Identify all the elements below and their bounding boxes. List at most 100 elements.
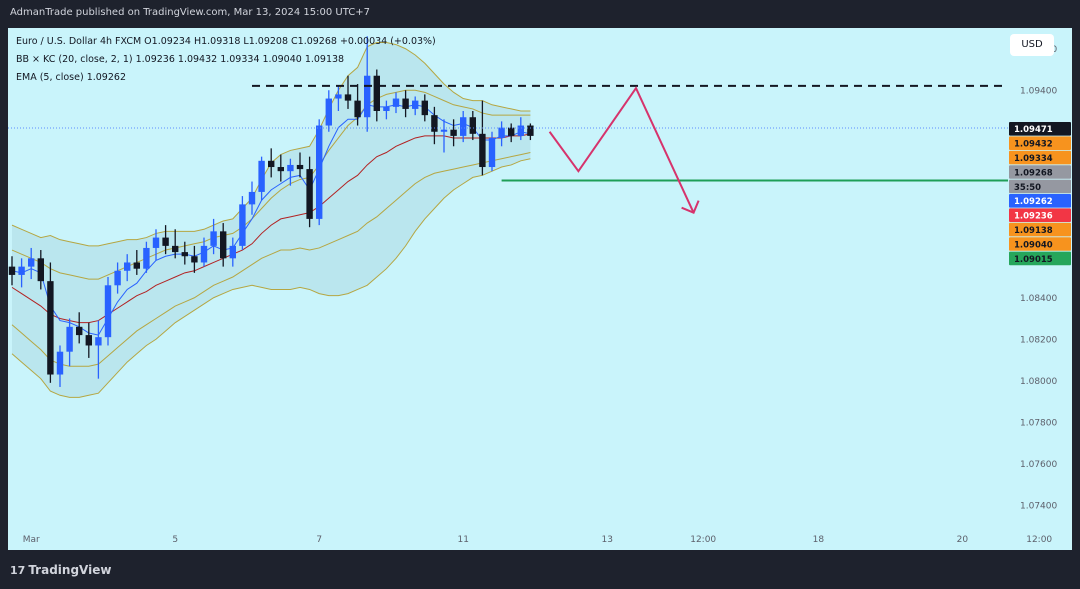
candle-body (56, 351, 64, 375)
price-label-text: 1.09262 (1014, 197, 1053, 207)
candle-body (316, 125, 323, 219)
time-tick-label: 20 (957, 535, 969, 545)
candle-body (421, 100, 428, 116)
price-tick-label: 1.09400 (1020, 86, 1057, 96)
price-tick-label: 1.07400 (1020, 501, 1057, 511)
candle-body (344, 94, 352, 101)
candle-body (460, 117, 467, 136)
price-label-box (1009, 150, 1071, 165)
time-tick-label: 13 (601, 535, 612, 545)
candle-body (354, 100, 361, 118)
candle-body (104, 285, 112, 338)
price-label-box (1009, 251, 1071, 266)
candle-body (296, 164, 304, 170)
candle-body (18, 266, 25, 275)
candle-body (412, 100, 419, 109)
price-label-box (1009, 136, 1071, 150)
price-chart-svg[interactable]: 1.096001.094001.092001.090001.088001.086… (8, 28, 1072, 550)
candle-body (28, 258, 35, 267)
price-label-box (1009, 122, 1071, 136)
time-tick-label: Mar (23, 535, 40, 545)
candle-body (8, 266, 16, 275)
price-label-text: 35:50 (1014, 183, 1041, 193)
candle-body (66, 326, 73, 352)
candle-body (114, 270, 121, 286)
chart-area[interactable]: 1.096001.094001.092001.090001.088001.086… (8, 28, 1072, 550)
price-label-box (1009, 208, 1071, 222)
candle-body (172, 245, 179, 253)
price-tick-label: 1.08400 (1020, 294, 1057, 304)
projection-arrowhead (681, 200, 700, 214)
price-tick-label: 1.07600 (1020, 460, 1057, 470)
candle-body (47, 281, 54, 375)
price-tick-label: 1.08200 (1020, 335, 1057, 345)
candle-body (37, 258, 44, 282)
price-label-box (1009, 194, 1071, 208)
candle-body (200, 245, 208, 263)
candle-body (229, 245, 236, 259)
price-label-box (1009, 165, 1071, 179)
price-label-box (1009, 179, 1071, 194)
candle-body (306, 169, 313, 219)
candle-body (527, 125, 534, 136)
candle-body (498, 127, 505, 138)
candle-body (162, 237, 169, 246)
price-label-box (1009, 222, 1071, 237)
candle-body (268, 160, 275, 168)
publisher-text: AdmanTrade published on TradingView.com,… (10, 7, 370, 18)
price-label-text: 1.09268 (1014, 168, 1053, 178)
price-label-text: 1.09432 (1014, 140, 1053, 150)
price-axis: 1.096001.094001.092001.090001.088001.086… (1009, 45, 1071, 511)
tradingview-logo[interactable]: 17 TradingView (10, 563, 111, 577)
price-label-box (1009, 237, 1071, 251)
legend-line-bbkc: BB × KC (20, close, 2, 1) 1.09236 1.0943… (16, 54, 344, 65)
candle-body (335, 94, 342, 99)
candle-body (258, 160, 265, 192)
price-label-text: 1.09236 (1014, 212, 1053, 222)
candle-body (508, 127, 515, 136)
candle-body (373, 75, 380, 111)
candle-body (239, 204, 246, 246)
candles-layer (8, 36, 534, 387)
candle-body (210, 231, 217, 246)
time-tick-label: 11 (457, 535, 468, 545)
projection-layer (548, 86, 700, 214)
price-tick-label: 1.08000 (1020, 377, 1057, 387)
projection-path (548, 86, 695, 214)
legend-line-symbol: Euro / U.S. Dollar 4h FXCM O1.09234 H1.0… (16, 36, 436, 47)
publisher-bar: AdmanTrade published on TradingView.com,… (0, 0, 1080, 28)
candle-body (383, 106, 390, 111)
price-tick-label: 1.07800 (1020, 418, 1057, 428)
candle-body (392, 98, 400, 107)
currency-button[interactable]: USD (1010, 34, 1054, 56)
candle-body (95, 337, 102, 346)
candle-body (76, 326, 83, 336)
time-tick-label: 5 (172, 535, 178, 545)
candle-body (143, 247, 150, 269)
candle-body (85, 335, 92, 346)
price-label-text: 1.09471 (1014, 125, 1053, 135)
candle-body (325, 98, 332, 126)
price-label-text: 1.09334 (1014, 154, 1053, 164)
candle-body (440, 129, 448, 132)
candle-body (220, 231, 227, 259)
legend-line-ema: EMA (5, close) 1.09262 (16, 72, 126, 83)
time-tick-label: 7 (316, 535, 322, 545)
price-label-text: 1.09040 (1014, 240, 1053, 250)
candle-body (277, 167, 284, 172)
footer-bar: 17 TradingView (0, 550, 1080, 589)
candle-body (152, 237, 160, 248)
price-label-text: 1.09015 (1014, 255, 1053, 265)
candle-body (248, 191, 256, 205)
time-tick-label: 18 (813, 535, 825, 545)
bollinger-band-fill (12, 42, 531, 398)
candle-body (517, 125, 524, 136)
time-tick-label: 12:00 (1026, 535, 1052, 545)
candle-body (287, 164, 294, 172)
time-tick-label: 12:00 (690, 535, 716, 545)
bollinger-lower-line (11, 158, 531, 398)
candle-body (450, 129, 457, 136)
candle-body (402, 98, 409, 109)
